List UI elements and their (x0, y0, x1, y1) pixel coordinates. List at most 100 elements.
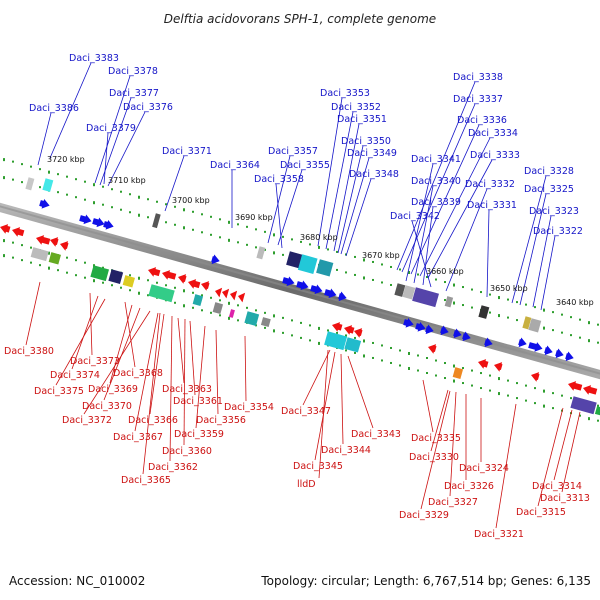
gene-label-bottom: Daci_3360 (162, 446, 212, 457)
feature-block (528, 318, 542, 333)
leader-line (396, 81, 476, 271)
tick-dot (471, 384, 473, 387)
tick-dot (543, 326, 545, 330)
gene-arrow (230, 290, 238, 301)
leader-line (511, 175, 547, 304)
gene-label-bottom: Daci_3369 (88, 384, 138, 395)
tick-dot (426, 372, 428, 375)
leader-line (340, 157, 370, 255)
tick-dot (228, 238, 230, 242)
tick-dot (21, 259, 23, 262)
gene-label-bottom: Daci_3366 (128, 415, 178, 426)
tick-dot (246, 243, 248, 246)
scale-label: 3670 kbp (362, 251, 400, 260)
gene-label-top: Daci_3348 (349, 169, 399, 180)
scale-labels: 3720 kbp 3710 kbp 3700 kbp 3690 kbp 3680 kbp… (47, 155, 594, 307)
gene-arrow (36, 235, 51, 245)
leader-line (486, 209, 490, 298)
gene-label-bottom: Daci_3326 (444, 481, 494, 492)
leader-line (83, 310, 151, 415)
tick-dot (426, 276, 428, 279)
tick-dot (444, 377, 446, 380)
tick-dot (264, 248, 266, 251)
tick-dot (507, 379, 509, 382)
leader-lines (25, 62, 581, 529)
gene-label-bottom: Daci_3344 (321, 445, 371, 456)
tick-dot (165, 203, 167, 206)
tick-dot (165, 221, 167, 224)
gene-arrow (344, 325, 355, 335)
tick-dot (228, 220, 230, 224)
gene-label-top: Daci_3377 (109, 88, 159, 99)
tick-dot (507, 394, 509, 397)
tick-dot (237, 319, 239, 322)
tick-dot (57, 173, 59, 176)
tick-dot (435, 278, 437, 281)
gene-label-top: Daci_3379 (86, 123, 136, 134)
tick-dot (597, 419, 599, 422)
tick-dot (498, 296, 500, 300)
gene-label-bottom: Daci_3313 (540, 493, 590, 504)
leader-line (183, 318, 186, 446)
gene-label-bottom: Daci_3335 (411, 433, 461, 444)
tick-dot (327, 329, 329, 332)
tick-dot (93, 183, 95, 187)
tick-dot (57, 269, 59, 272)
gene-label-top: Daci_3351 (337, 114, 387, 125)
gene-label-top: Daci_3355 (280, 160, 330, 171)
gene-arrow (188, 279, 201, 289)
leader-line (419, 137, 491, 277)
feature-block (286, 251, 304, 269)
gene-arrow (354, 328, 363, 338)
tick-dot (228, 301, 230, 305)
tick-dot (102, 281, 104, 284)
tick-dot (462, 382, 464, 385)
scale-label: 3720 kbp (47, 155, 85, 164)
feature-block (570, 396, 597, 415)
gene-label-bottom: Daci_3361 (173, 396, 223, 407)
tick-dot (120, 190, 122, 193)
leader-line (422, 206, 434, 286)
leader-line (134, 312, 159, 432)
tick-dot (273, 329, 275, 333)
feature-block (452, 367, 464, 379)
feature-block (297, 254, 318, 275)
gene-label-top: Daci_3325 (524, 184, 574, 195)
gene-arrow (403, 317, 414, 328)
scale-label: 3640 kbp (556, 298, 594, 307)
gene-label-top: Daci_3332 (465, 179, 515, 190)
gene-arrow (324, 288, 337, 299)
gene-label-top: Daci_3376 (123, 102, 173, 113)
tick-dot (444, 299, 446, 302)
tick-dot (579, 336, 581, 339)
gene-label-top: Daci_3340 (411, 176, 461, 187)
tick-dot (453, 301, 455, 305)
gene-label-top: Daci_3342 (390, 211, 440, 222)
gene-arrow (215, 287, 223, 298)
gene-label-top: Daci_3334 (468, 128, 518, 139)
tick-dot (336, 331, 338, 334)
tick-dot (588, 339, 590, 343)
leader-line (345, 178, 372, 257)
leader-line (275, 183, 283, 249)
tick-dot (543, 404, 545, 408)
tick-dot (471, 369, 473, 372)
feature-block (444, 296, 454, 308)
feature-block (594, 406, 600, 416)
gene-label-top: Daci_3323 (529, 206, 579, 217)
leader-line (169, 315, 173, 462)
gene-label-top: Daci_3341 (411, 154, 461, 165)
feature-block (212, 302, 224, 314)
gene-label-bottom: Daci_3368 (113, 368, 163, 379)
feature-block (412, 287, 439, 308)
tick-dot (363, 339, 365, 343)
gene-label-bottom: Daci_3374 (50, 370, 100, 381)
scale-label: 3660 kbp (426, 267, 464, 276)
leader-line (314, 351, 336, 461)
leader-line (537, 407, 564, 507)
gene-label-bottom: Daci_3315 (516, 507, 566, 518)
leader-line (107, 111, 146, 187)
tick-dot (102, 185, 104, 188)
gene-label-bottom: Daci_3370 (82, 401, 132, 412)
gene-arrow (428, 344, 437, 354)
